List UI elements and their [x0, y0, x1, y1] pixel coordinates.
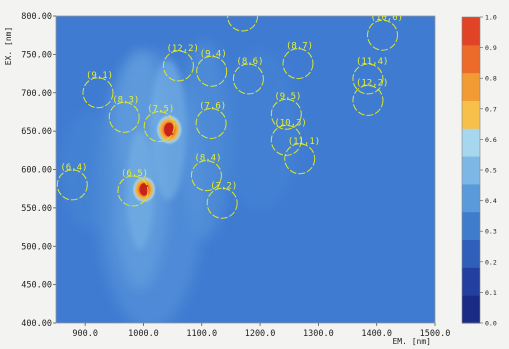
colorbar-tick-label: 0.5 [485, 167, 497, 175]
chirality-marker-label: (9,1) [86, 71, 113, 81]
chirality-marker-circle [162, 50, 194, 82]
colorbar-segment [462, 100, 480, 129]
x-axis: 900.0 1000.0 1100.0 1200.0 1300.0 1400.0 1500.… [72, 323, 450, 339]
chirality-marker-label: (8,3) [112, 95, 139, 105]
colorbar-segment [462, 267, 480, 296]
chirality-marker-circle [352, 63, 384, 95]
y-tick-label: 400.00 [21, 319, 52, 329]
chirality-marker-label: (8,6) [236, 57, 263, 67]
colorbar-segment [462, 17, 480, 46]
chirality-marker-label: (11,4) [356, 57, 389, 67]
colorbar-tick-label: 0.8 [485, 75, 497, 83]
y-axis-label: EX. [nm] [4, 27, 13, 66]
chirality-marker-label: (12,2) [231, 0, 264, 4]
hotspot-core-1 [164, 122, 175, 137]
colorbar-tick-label: 0.9 [485, 44, 497, 52]
chirality-marker-label: (11,1) [288, 137, 321, 147]
colorbar-tick-label: 0.3 [485, 228, 497, 236]
x-tick-label: 1500.0 [420, 329, 451, 339]
chirality-marker-label: (10,6) [371, 13, 404, 23]
chirality-marker-circle [206, 187, 238, 219]
colorbar-tick-label: 0.2 [485, 258, 497, 266]
x-tick-label: 1000.0 [128, 329, 159, 339]
x-tick-label: 1300.0 [303, 329, 334, 339]
chirality-marker-circle [232, 63, 264, 95]
colorbar-tick-label: 0.7 [485, 105, 497, 113]
colorbar-tick-label: 0.1 [485, 289, 497, 297]
chirality-marker-label: (10,3) [274, 118, 307, 128]
colorbar-segment [462, 156, 480, 185]
x-tick-label: 1100.0 [186, 329, 217, 339]
colorbar-segment [462, 128, 480, 157]
colorbar-segment [462, 72, 480, 101]
chirality-marker-circle [352, 84, 384, 116]
x-tick-label: 1200.0 [245, 329, 276, 339]
chirality-marker-circle [270, 124, 302, 156]
colorbar-segment [462, 211, 480, 241]
y-tick-label: 650.00 [21, 127, 52, 137]
chirality-marker-circle [56, 169, 88, 201]
chirality-marker-label: (6,4) [60, 163, 87, 173]
chirality-marker-label: (7,6) [199, 101, 226, 111]
hotspot-core-2 [139, 183, 149, 196]
y-tick-label: 550.00 [21, 204, 52, 214]
chirality-marker-circle [195, 107, 227, 139]
chirality-marker-circle [82, 77, 114, 109]
colorbar-segment [462, 295, 480, 324]
y-tick-label: 500.00 [21, 242, 52, 252]
chirality-marker-circle [117, 175, 149, 207]
colorbar-tick-label: 0.0 [485, 320, 497, 328]
chirality-marker-circle [196, 55, 228, 87]
chirality-marker-circle [367, 19, 399, 51]
colorbar-segment [462, 44, 480, 74]
colorbar-segment [462, 239, 480, 268]
x-axis-label: EM. [nm] [392, 337, 431, 346]
chirality-marker-label: (6,5) [121, 169, 148, 179]
colorbar: 0.0 0.1 0.2 0.3 0.4 0.5 0.6 0.7 0.8 0.9 1.0 [461, 14, 497, 328]
x-tick-label: 1400.0 [361, 329, 392, 339]
y-tick-label: 750.00 [21, 50, 52, 60]
chirality-marker-label: (12,2) [356, 78, 389, 88]
y-tick-label: 800.00 [21, 12, 52, 22]
y-tick-label: 700.00 [21, 89, 52, 99]
chirality-marker-circle [108, 101, 140, 133]
chirality-marker-label: (12,2) [166, 44, 199, 54]
chirality-marker-circle [190, 160, 222, 192]
chirality-marker-circle [227, 16, 259, 32]
chirality-marker-circle [282, 48, 314, 80]
chirality-marker-circle [270, 98, 302, 130]
chirality-marker-label: (8,7) [286, 42, 313, 52]
chirality-marker-label: (7,2) [210, 181, 237, 191]
colorbar-tick-label: 0.6 [485, 136, 497, 144]
chirality-marker-label: (9,4) [200, 49, 227, 59]
chirality-marker-label: (7,5) [147, 105, 174, 115]
chirality-marker-circle [284, 143, 316, 175]
colorbar-tick-label: 0.4 [485, 197, 497, 205]
chirality-marker-label: (8,4) [194, 154, 221, 164]
chirality-marker-label: (9,5) [274, 92, 301, 102]
x-tick-label: 900.0 [72, 329, 98, 339]
colorbar-tick-label: 1.0 [485, 14, 497, 22]
chirality-marker-circle [143, 111, 175, 143]
y-tick-label: 450.00 [21, 281, 52, 291]
y-axis: 400.00 450.00 500.00 550.00 600.00 650.00 700.… [21, 12, 56, 329]
y-tick-label: 600.00 [21, 166, 52, 176]
colorbar-segment [462, 183, 480, 213]
